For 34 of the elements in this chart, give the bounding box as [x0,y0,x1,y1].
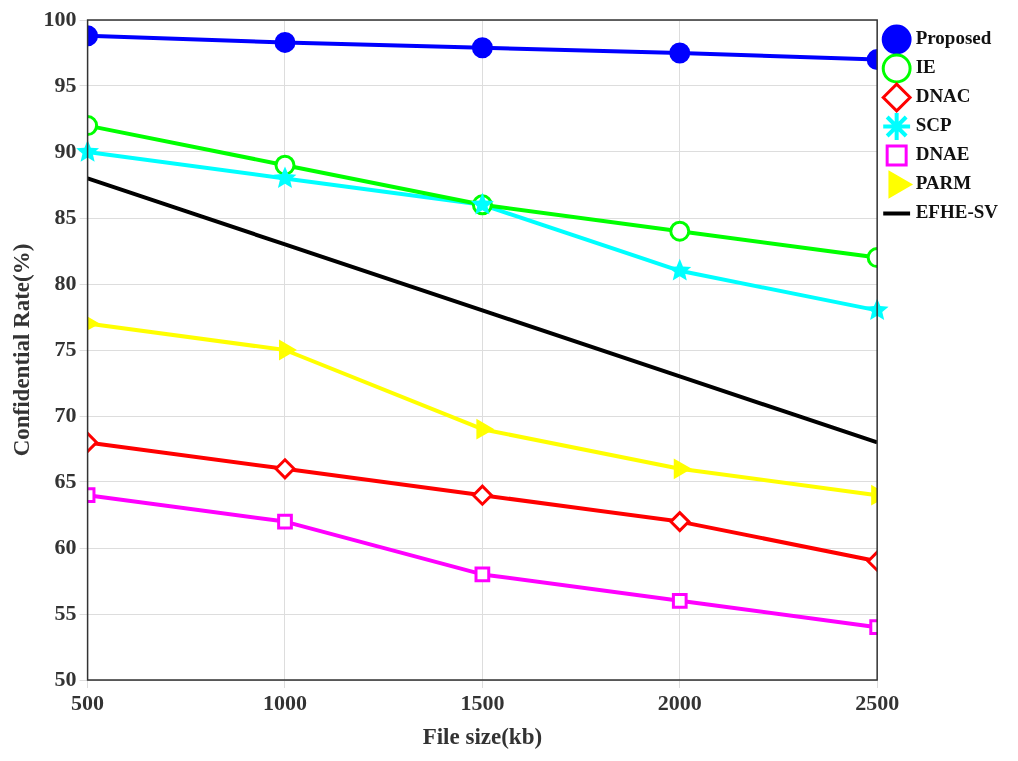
legend-label: DNAE [915,143,970,165]
y-tick-label: 80 [54,269,77,295]
y-tick-label: 75 [54,335,77,361]
legend-label: Proposed [915,27,992,49]
point [471,484,493,506]
y-tick-label: 100 [43,5,77,31]
y-axis-title: Confidential Rate(%) [8,243,34,457]
point [474,566,491,583]
y-tick-label: 90 [54,137,77,163]
point [671,592,688,609]
point [669,42,691,64]
y-tick-label: 65 [54,467,77,493]
x-tick-label: 2000 [657,689,702,715]
x-tick-label: 1000 [262,689,307,715]
x-tick-label: 2500 [855,689,900,715]
point [669,511,691,533]
point [476,419,493,439]
y-tick-label: 85 [54,203,77,229]
legend-label: PARM [915,172,972,194]
y-tick-label: 60 [54,533,77,559]
point [669,220,691,242]
y-tick-label: 55 [54,599,77,625]
legend-label: EFHE-SV [915,201,999,223]
y-tick-label: 95 [54,71,77,97]
point [278,340,296,360]
y-tick-label: 50 [54,665,77,691]
x-tick-label: 500 [71,689,105,715]
point [471,37,493,59]
legend-label: IE [915,56,936,78]
legend-label: SCP [915,114,952,136]
legend-label: DNAC [915,85,971,107]
y-tick-label: 70 [54,401,77,427]
x-tick-label: 1500 [460,689,505,715]
x-axis-title: File size(kb) [422,724,543,750]
